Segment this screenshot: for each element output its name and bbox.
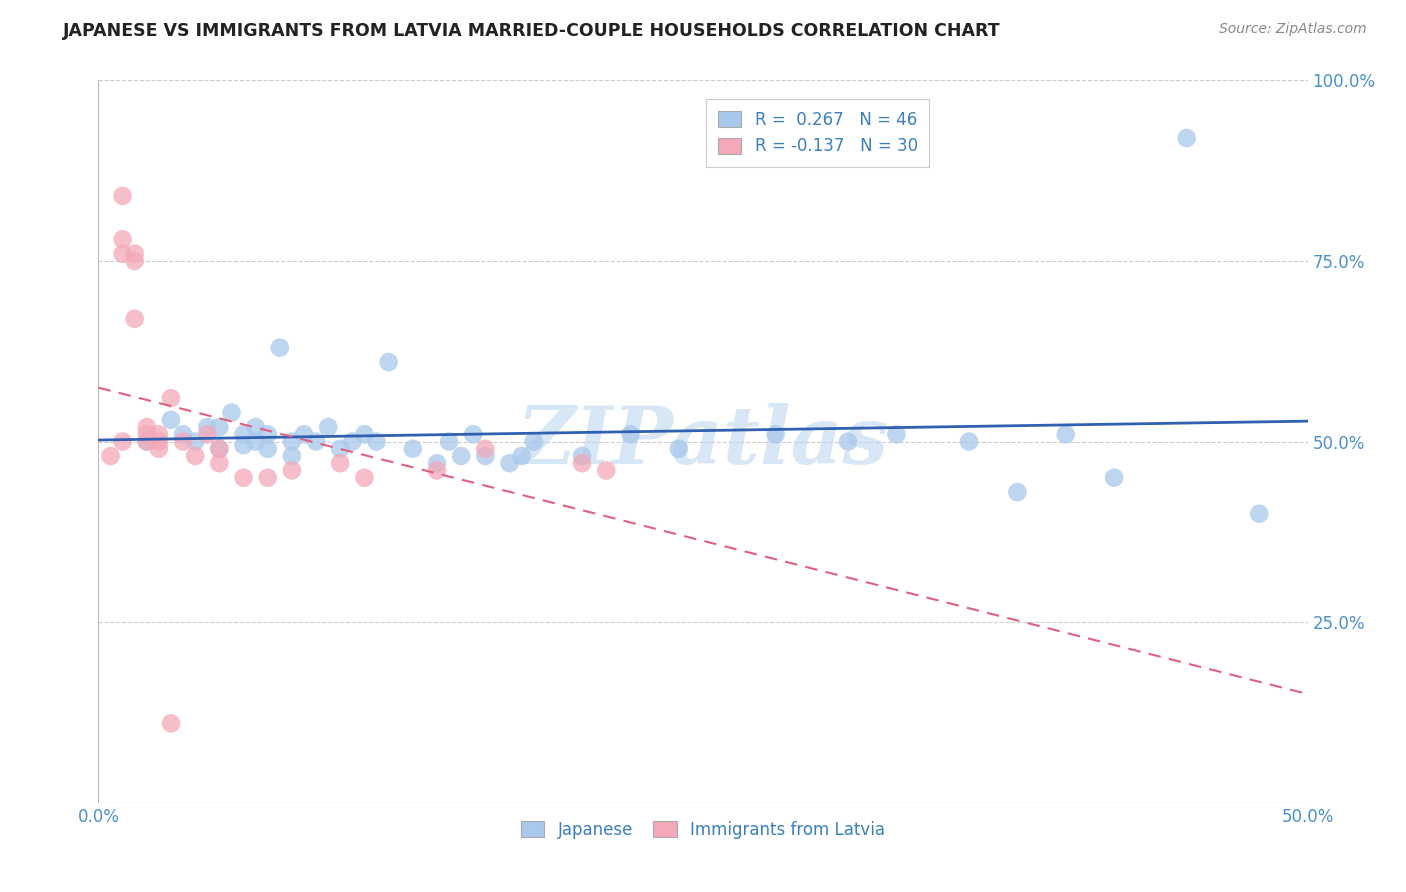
Text: Source: ZipAtlas.com: Source: ZipAtlas.com [1219, 22, 1367, 37]
Point [195, 427, 218, 442]
Point [135, 434, 157, 449]
Point [765, 427, 787, 442]
Point [172, 434, 194, 449]
Point [100, 449, 122, 463]
Point [124, 311, 146, 326]
Point [111, 246, 134, 260]
Point [450, 449, 472, 463]
Point [668, 442, 690, 456]
Text: JAPANESE VS IMMIGRANTS FROM LATVIA MARRIED-COUPLE HOUSEHOLDS CORRELATION CHART: JAPANESE VS IMMIGRANTS FROM LATVIA MARRI… [63, 22, 1001, 40]
Point [221, 406, 243, 420]
Text: ZIPatlas: ZIPatlas [517, 403, 889, 480]
Point [1054, 427, 1077, 442]
Point [523, 434, 546, 449]
Point [329, 456, 352, 470]
Point [353, 427, 375, 442]
Point [281, 434, 304, 449]
Point [1249, 507, 1271, 521]
Point [256, 427, 278, 442]
Point [437, 434, 460, 449]
Point [208, 456, 231, 470]
Point [256, 470, 278, 484]
Point [329, 442, 352, 456]
Point [148, 427, 170, 442]
Point [195, 420, 218, 434]
Point [426, 456, 449, 470]
Point [837, 434, 859, 449]
Point [245, 420, 267, 434]
Point [208, 442, 231, 456]
Point [474, 442, 496, 456]
Legend: Japanese, Immigrants from Latvia: Japanese, Immigrants from Latvia [512, 811, 894, 848]
Point [886, 427, 908, 442]
Point [135, 420, 157, 434]
Point [595, 463, 617, 477]
Point [1102, 470, 1125, 484]
Point [148, 434, 170, 449]
Point [160, 391, 183, 405]
Point [281, 463, 304, 477]
Point [463, 427, 485, 442]
Point [498, 456, 520, 470]
Point [366, 434, 388, 449]
Point [316, 420, 339, 434]
Point [281, 449, 304, 463]
Point [148, 442, 170, 456]
Point [124, 253, 146, 268]
Point [111, 434, 134, 449]
Point [292, 427, 315, 442]
Point [124, 246, 146, 260]
Point [426, 463, 449, 477]
Point [111, 232, 134, 246]
Point [305, 434, 328, 449]
Point [135, 434, 157, 449]
Point [160, 716, 183, 731]
Point [208, 442, 231, 456]
Point [232, 470, 254, 484]
Point [172, 427, 194, 442]
Point [232, 438, 254, 452]
Point [160, 413, 183, 427]
Point [1175, 131, 1198, 145]
Point [402, 442, 425, 456]
Point [474, 449, 496, 463]
Point [184, 449, 207, 463]
Point [571, 449, 593, 463]
Point [510, 449, 533, 463]
Point [619, 427, 641, 442]
Point [269, 341, 291, 355]
Point [377, 355, 399, 369]
Point [135, 427, 157, 442]
Point [111, 189, 134, 203]
Point [571, 456, 593, 470]
Point [342, 434, 364, 449]
Point [353, 470, 375, 484]
Point [184, 434, 207, 449]
Point [245, 434, 267, 449]
Point [208, 420, 231, 434]
Point [232, 427, 254, 442]
Point [256, 442, 278, 456]
Point [957, 434, 980, 449]
Point [1007, 485, 1029, 500]
